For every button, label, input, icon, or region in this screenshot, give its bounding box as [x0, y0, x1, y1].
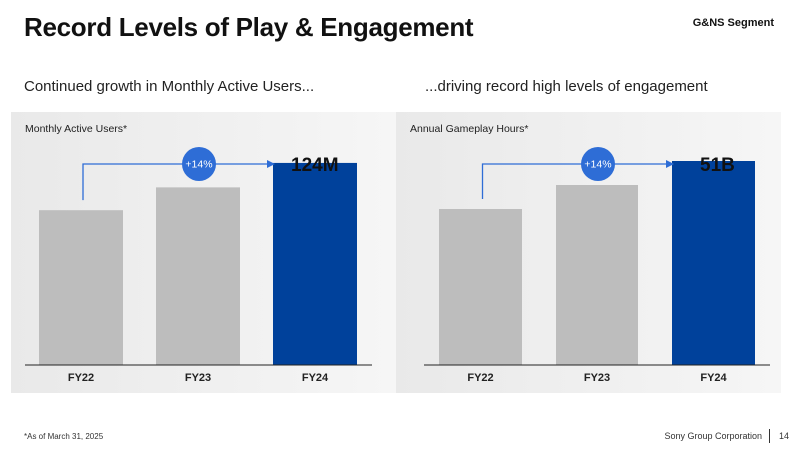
growth-label: +14% — [185, 159, 212, 171]
value-label: 124M — [291, 155, 339, 176]
growth-arrow-head — [267, 160, 275, 168]
bar-fy24 — [672, 161, 755, 365]
footer-separator — [769, 429, 770, 443]
x-tick-label: FY23 — [185, 372, 211, 384]
value-label: 51B — [700, 155, 735, 176]
mau-bar-chart: FY22 FY23 FY24 +14% 124M — [25, 147, 372, 384]
x-tick-label: FY22 — [68, 372, 94, 384]
bar-fy24 — [273, 162, 357, 365]
chart-panel-mau: Monthly Active Users* FY22 FY23 FY24 +14% 12… — [11, 112, 396, 393]
x-tick-label: FY22 — [467, 372, 493, 384]
bar-fy22 — [439, 209, 522, 365]
footnote: *As of March 31, 2025 — [24, 432, 104, 441]
bar-fy23 — [156, 187, 240, 365]
segment-label: G&NS Segment — [692, 17, 774, 29]
subtitle-right: ...driving record high levels of engagem… — [425, 78, 708, 95]
gameplay-bar-chart: FY22 FY23 FY24 +14% 51B — [424, 147, 770, 384]
page-number: 14 — [778, 431, 789, 441]
growth-arrow-head — [666, 160, 674, 168]
panel-label-gameplay: Annual Gameplay Hours* — [410, 123, 529, 135]
x-tick-label: FY24 — [700, 372, 727, 384]
bar-fy23 — [556, 185, 638, 365]
chart-panel-gameplay: Annual Gameplay Hours* FY22 FY23 FY24 +14% 5… — [396, 112, 781, 393]
x-tick-label: FY24 — [302, 372, 329, 384]
subtitle-left: Continued growth in Monthly Active Users… — [24, 78, 315, 95]
x-tick-label: FY23 — [584, 372, 610, 384]
bar-fy22 — [39, 210, 123, 365]
growth-label: +14% — [584, 159, 611, 171]
panel-label-mau: Monthly Active Users* — [25, 123, 128, 135]
growth-badge — [182, 147, 216, 181]
page-title: Record Levels of Play & Engagement — [24, 12, 474, 42]
corporation-name: Sony Group Corporation — [664, 431, 762, 441]
growth-badge — [581, 147, 615, 181]
